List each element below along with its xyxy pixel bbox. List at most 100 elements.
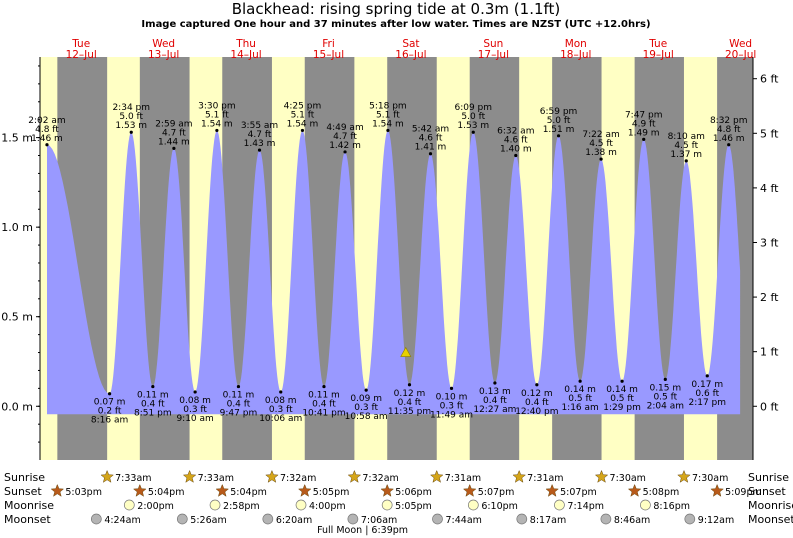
left-tick-label: 1.5 m (1, 132, 33, 145)
sunset-star-icon (710, 483, 724, 497)
event-time-label: 5:04pm (230, 487, 267, 498)
day-name-label: Sun (483, 38, 503, 50)
tide-time-label: 10:06 am (259, 414, 302, 424)
event-time-label: 7:31am (527, 473, 563, 484)
row-label-left: Sunrise (4, 471, 45, 484)
tide-point (578, 379, 582, 383)
tide-ft-label: 0.5 ft (568, 394, 592, 404)
tide-time-label: 2:17 pm (688, 398, 726, 408)
event-time-label: 5:07pm (478, 487, 515, 498)
tide-time-label: 2:04 am (647, 401, 684, 411)
tide-time-label: 2:34 pm (112, 103, 150, 113)
tide-ft-label: 5.0 ft (119, 112, 143, 122)
sunrise-star-icon (347, 469, 362, 483)
event-time-label: 7:31am (445, 473, 481, 484)
moonset-icon (347, 513, 359, 525)
day-date-label: 14–Jul (230, 49, 261, 61)
sunrise-star-icon (265, 469, 279, 483)
day-date-label: 16–Jul (395, 49, 426, 61)
tide-m-label: 0.12 m (521, 389, 553, 399)
tide-m-label: 0.08 m (265, 396, 297, 406)
tide-point (279, 390, 283, 394)
row-label-left: Moonset (4, 513, 51, 526)
event-time-label: 5:26am (190, 515, 226, 526)
event-time-label: 7:33am (198, 473, 234, 484)
day-name-label: Thu (235, 38, 256, 50)
tide-m-label: 1.40 m (500, 145, 532, 155)
tide-ft-label: 0.5 ft (653, 392, 677, 402)
tide-point (471, 130, 475, 134)
day-date-label: 19–Jul (643, 49, 674, 61)
tide-ft-label: 5.0 ft (547, 116, 571, 126)
tide-time-label: 8:51 pm (134, 409, 172, 419)
tide-m-label: 0.12 m (394, 389, 426, 399)
tide-time-label: 3:30 pm (198, 101, 236, 111)
tide-point (727, 143, 731, 147)
tide-m-label: 1.44 m (158, 137, 190, 147)
tide-time-label: 6:09 pm (454, 103, 492, 113)
tide-time-label: 8:32 pm (710, 116, 748, 126)
tide-point (556, 134, 561, 138)
tide-ft-label: 0.3 ft (440, 401, 464, 411)
tide-m-label: 1.42 m (329, 141, 361, 151)
sunset-star-icon (462, 483, 477, 497)
event-time-label: 8:16pm (653, 501, 690, 512)
tide-ft-label: 4.8 ft (35, 125, 59, 135)
tide-point (514, 153, 518, 158)
tide-time-label: 10:41 pm (302, 409, 345, 419)
event-time-label: 9:12am (698, 515, 734, 526)
event-time-label: 2:58pm (223, 501, 260, 512)
row-label-right: Sunrise (748, 471, 789, 484)
tide-time-label: 3:55 am (241, 121, 278, 131)
tide-m-label: 1.49 m (628, 128, 660, 138)
tide-m-label: 1.54 m (201, 119, 233, 129)
event-time-label: 7:44am (445, 515, 481, 526)
day-name-label: Tue (71, 38, 90, 50)
moonset-icon (516, 513, 528, 525)
left-tick-label: 1.0 m (1, 221, 33, 234)
day-date-label: 12–Jul (66, 49, 97, 61)
tide-m-label: 0.17 m (691, 380, 723, 390)
tide-time-label: 12:40 pm (515, 407, 558, 417)
tide-point (493, 381, 497, 385)
tide-ft-label: 0.4 ft (141, 400, 165, 410)
tide-ft-label: 4.7 ft (248, 130, 272, 140)
right-tick-label: 3 ft (760, 236, 779, 249)
tide-time-label: 1:16 am (561, 403, 598, 413)
tide-time-label: 1:29 pm (603, 403, 641, 413)
right-tick-label: 1 ft (760, 346, 779, 359)
tide-ft-label: 4.6 ft (504, 136, 528, 146)
moonset-icon (262, 513, 274, 525)
moonrise-icon (123, 499, 135, 511)
tide-m-label: 1.54 m (372, 119, 404, 129)
tide-point (108, 392, 112, 396)
sunrise-star-icon (512, 469, 527, 483)
tide-labels: 2:02 am4.8 ft1.46 m0.07 m0.2 ft8:16 am2:… (28, 101, 747, 425)
tide-point (193, 390, 197, 394)
tide-point (300, 128, 305, 133)
tide-ft-label: 0.4 ft (398, 398, 422, 408)
tide-point (215, 128, 219, 133)
tide-point (257, 148, 262, 152)
event-time-label: 5:05pm (313, 487, 350, 498)
tide-time-label: 4:49 am (326, 123, 363, 133)
moonrise-icon (209, 499, 221, 511)
event-time-label: 8:17am (530, 515, 566, 526)
sunset-star-icon (215, 483, 230, 497)
tide-ft-label: 0.3 ft (354, 403, 378, 413)
event-time-label: 7:30am (692, 473, 728, 484)
day-date-label: 18–Jul (560, 49, 591, 61)
tide-time-label: 9:47 pm (220, 409, 258, 419)
sunset-star-icon (545, 483, 559, 497)
tide-ft-label: 4.5 ft (589, 139, 613, 149)
tide-m-label: 0.11 m (223, 391, 255, 401)
event-time-label: 5:04pm (148, 487, 185, 498)
tide-m-label: 1.46 m (31, 134, 63, 144)
row-label-left: Sunset (4, 485, 42, 498)
day-date-label: 17–Jul (478, 49, 509, 61)
tide-ft-label: 4.9 ft (632, 119, 656, 129)
tide-m-label: 1.53 m (457, 121, 489, 131)
tide-time-label: 11:35 pm (388, 407, 431, 417)
event-time-label: 4:24am (104, 515, 140, 526)
tide-m-label: 1.46 m (713, 134, 745, 144)
